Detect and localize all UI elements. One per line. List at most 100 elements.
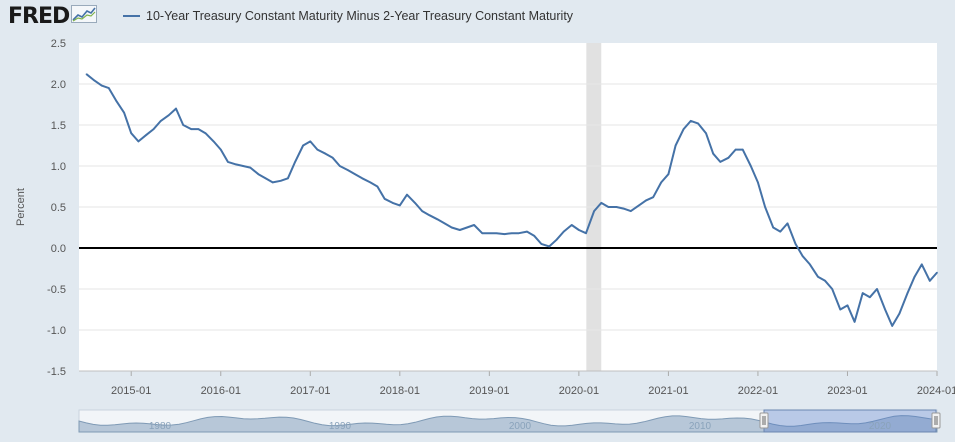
data-point[interactable] (817, 275, 819, 278)
data-point[interactable] (660, 181, 663, 184)
data-point[interactable] (212, 140, 215, 143)
data-point[interactable] (443, 222, 446, 225)
data-point[interactable] (242, 165, 244, 167)
data-point[interactable] (876, 288, 878, 290)
data-point[interactable] (719, 161, 722, 163)
data-point[interactable] (869, 296, 871, 299)
data-point[interactable] (383, 198, 386, 200)
data-point[interactable] (436, 218, 439, 221)
data-point[interactable] (421, 210, 424, 212)
data-point[interactable] (235, 163, 237, 166)
data-point[interactable] (168, 114, 170, 116)
data-point[interactable] (622, 207, 625, 210)
data-point[interactable] (406, 193, 408, 196)
data-point[interactable] (152, 128, 155, 130)
data-point[interactable] (593, 210, 595, 212)
data-point[interactable] (884, 308, 886, 311)
data-point[interactable] (757, 181, 759, 184)
data-point[interactable] (891, 325, 894, 327)
data-point[interactable] (197, 128, 200, 130)
data-point[interactable] (682, 128, 685, 130)
data-point[interactable] (578, 229, 580, 231)
data-point[interactable] (264, 177, 267, 180)
data-point[interactable] (175, 107, 177, 110)
data-point[interactable] (824, 280, 826, 282)
data-point[interactable] (526, 230, 528, 233)
data-point[interactable] (92, 79, 95, 81)
data-point[interactable] (414, 202, 416, 204)
data-point[interactable] (764, 206, 766, 208)
data-point[interactable] (786, 222, 789, 225)
data-point[interactable] (85, 73, 88, 75)
data-point[interactable] (354, 173, 356, 175)
data-point[interactable] (607, 206, 610, 208)
data-point[interactable] (801, 255, 804, 257)
data-point[interactable] (809, 263, 811, 266)
data-point[interactable] (369, 181, 372, 184)
data-point[interactable] (734, 148, 737, 151)
data-point[interactable] (794, 243, 797, 245)
data-point[interactable] (853, 321, 856, 323)
data-point[interactable] (727, 157, 730, 159)
data-point[interactable] (913, 275, 916, 278)
data-point[interactable] (287, 177, 289, 180)
data-point[interactable] (920, 263, 923, 266)
data-point[interactable] (123, 111, 125, 114)
data-point[interactable] (108, 87, 110, 89)
data-point[interactable] (585, 232, 587, 235)
data-point[interactable] (779, 230, 782, 233)
data-point[interactable] (159, 120, 162, 122)
data-point[interactable] (652, 196, 654, 198)
data-point[interactable] (749, 165, 752, 167)
data-point[interactable] (316, 148, 319, 151)
data-point[interactable] (929, 280, 931, 282)
data-point[interactable] (555, 239, 558, 241)
data-point[interactable] (772, 226, 774, 229)
data-point[interactable] (481, 232, 483, 235)
data-point[interactable] (712, 152, 714, 155)
data-point[interactable] (279, 179, 282, 182)
data-point[interactable] (906, 292, 909, 294)
data-point[interactable] (503, 233, 506, 235)
data-point[interactable] (615, 206, 618, 208)
data-point[interactable] (600, 202, 603, 204)
data-point[interactable] (339, 165, 341, 167)
data-point[interactable] (697, 122, 699, 125)
data-point[interactable] (831, 288, 834, 290)
data-point[interactable] (846, 304, 849, 307)
data-point[interactable] (518, 232, 520, 235)
data-point[interactable] (936, 271, 938, 274)
data-point[interactable] (667, 173, 670, 175)
data-point[interactable] (361, 177, 364, 180)
data-point[interactable] (638, 204, 640, 207)
data-point[interactable] (219, 148, 222, 151)
navigator-handle[interactable] (931, 412, 941, 429)
data-point[interactable] (100, 84, 103, 87)
data-point[interactable] (347, 169, 349, 171)
data-point[interactable] (495, 232, 498, 235)
data-point[interactable] (570, 224, 573, 226)
data-point[interactable] (399, 204, 401, 207)
data-point[interactable] (324, 152, 327, 155)
data-point[interactable] (689, 120, 692, 122)
data-point[interactable] (645, 199, 647, 202)
data-point[interactable] (450, 226, 453, 229)
data-point[interactable] (674, 144, 677, 147)
legend-item[interactable]: 10-Year Treasury Constant Maturity Minus… (123, 9, 573, 23)
data-point[interactable] (302, 144, 304, 147)
navigator-handle[interactable] (759, 412, 769, 429)
data-point[interactable] (271, 181, 274, 184)
data-point[interactable] (309, 140, 312, 143)
data-point[interactable] (548, 245, 551, 248)
data-point[interactable] (249, 166, 252, 169)
data-point[interactable] (705, 132, 707, 134)
data-point[interactable] (741, 148, 744, 151)
data-point[interactable] (898, 312, 901, 315)
data-point[interactable] (466, 226, 468, 229)
data-point[interactable] (130, 132, 133, 134)
data-point[interactable] (533, 234, 535, 237)
data-point[interactable] (331, 157, 334, 159)
data-point[interactable] (391, 202, 394, 204)
data-point[interactable] (473, 224, 475, 226)
fred-logo[interactable]: FRED (8, 4, 98, 29)
